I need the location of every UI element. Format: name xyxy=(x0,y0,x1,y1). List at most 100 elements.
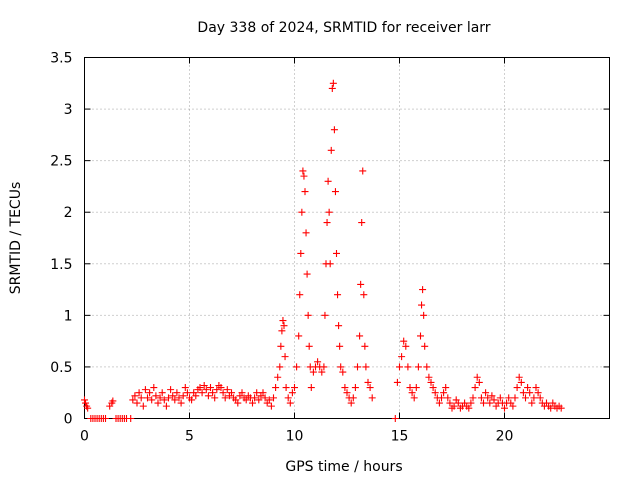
data-point-plus xyxy=(408,389,416,397)
data-point-plus xyxy=(213,386,221,394)
data-point-plus xyxy=(404,363,412,371)
data-point-plus xyxy=(156,394,164,402)
x-tick-label: 15 xyxy=(391,429,409,445)
grid-lines xyxy=(84,57,610,419)
data-point-plus xyxy=(133,399,141,407)
data-point-plus xyxy=(238,389,246,397)
y-axis-label: SRMTID / TECUs xyxy=(8,182,24,295)
data-point-plus xyxy=(181,384,189,392)
data-point-plus xyxy=(337,363,345,371)
data-point-plus xyxy=(228,389,235,397)
data-point-plus xyxy=(253,389,261,397)
data-point-plus xyxy=(249,399,256,407)
data-point-plus xyxy=(82,399,90,407)
data-point-plus xyxy=(261,394,269,402)
data-point-plus xyxy=(331,188,339,196)
data-point-plus xyxy=(391,415,399,422)
data-point-plus xyxy=(81,396,88,404)
data-point-plus xyxy=(320,363,328,371)
data-point-plus xyxy=(477,394,485,402)
data-point-plus xyxy=(334,291,342,299)
data-point-plus xyxy=(509,402,517,410)
data-point-plus xyxy=(427,378,435,386)
data-point-plus xyxy=(522,394,529,402)
data-point-plus xyxy=(167,386,175,394)
y-tick-label: 2.5 xyxy=(50,154,72,170)
data-point-plus xyxy=(501,404,508,412)
data-point-plus xyxy=(343,389,351,397)
data-point-plus xyxy=(314,358,322,366)
data-point-plus xyxy=(528,399,536,407)
data-point-plus xyxy=(357,280,365,288)
data-point-plus xyxy=(440,389,448,397)
x-tick-label: 10 xyxy=(286,429,304,445)
data-point-plus xyxy=(360,291,368,299)
data-point-plus xyxy=(242,396,250,404)
plot-frame xyxy=(84,57,610,419)
data-point-plus xyxy=(131,392,139,400)
data-point-plus xyxy=(519,389,527,397)
data-point-plus xyxy=(160,396,168,404)
data-point-plus xyxy=(361,342,369,350)
data-point-plus xyxy=(532,384,540,392)
data-point-plus xyxy=(183,389,191,397)
data-point-plus xyxy=(295,332,303,340)
data-point-plus xyxy=(484,394,492,402)
data-point-plus xyxy=(152,392,160,400)
data-point-plus xyxy=(323,219,331,227)
data-point-plus xyxy=(279,317,287,325)
data-point-plus xyxy=(425,373,433,381)
data-point-plus xyxy=(298,208,306,216)
data-point-plus xyxy=(265,396,273,404)
data-point-plus xyxy=(356,332,364,340)
data-point-plus xyxy=(251,394,259,402)
data-point-plus xyxy=(179,392,187,400)
data-point-plus xyxy=(255,396,263,404)
data-point-plus xyxy=(471,384,479,392)
data-point-plus xyxy=(473,373,481,381)
data-point-plus xyxy=(400,337,408,345)
data-point-plus xyxy=(139,402,147,410)
data-point-plus xyxy=(137,394,145,402)
data-point-plus xyxy=(496,394,504,402)
data-point-plus xyxy=(442,384,450,392)
data-point-plus xyxy=(129,396,137,404)
data-point-plus xyxy=(475,378,483,386)
data-point-plus xyxy=(359,167,367,175)
data-point-plus xyxy=(557,404,565,412)
data-point-plus xyxy=(480,399,487,407)
data-point-plus xyxy=(341,384,349,392)
data-point-plus xyxy=(288,389,296,397)
data-point-plus xyxy=(307,384,315,392)
data-point-plus xyxy=(419,286,427,294)
data-point-plus xyxy=(417,332,424,340)
data-point-plus xyxy=(333,249,340,257)
axis-ticks: 0 5 10 15 20 0 0.5 1 1.5 2 2.5 3 3.5 xyxy=(50,51,610,445)
data-point-plus xyxy=(364,378,372,386)
data-point-plus xyxy=(293,363,301,371)
data-point-plus xyxy=(486,399,494,407)
data-point-plus xyxy=(267,402,275,410)
y-tick-label: 0.5 xyxy=(50,360,72,376)
data-point-plus xyxy=(175,394,183,402)
data-point-plus xyxy=(300,172,308,180)
data-point-plus xyxy=(398,353,406,361)
data-point-plus xyxy=(299,167,307,175)
data-point-plus xyxy=(217,384,225,392)
data-point-plus xyxy=(272,384,280,392)
data-point-plus xyxy=(362,363,370,371)
data-point-plus xyxy=(325,208,333,216)
data-point-plus xyxy=(454,399,462,407)
data-point-plus xyxy=(162,402,170,410)
data-point-plus xyxy=(406,384,414,392)
data-points xyxy=(81,79,565,422)
data-point-plus xyxy=(530,394,538,402)
data-point-plus xyxy=(490,396,498,404)
data-point-plus xyxy=(144,394,151,402)
data-point-plus xyxy=(402,342,410,350)
data-point-plus xyxy=(281,353,289,361)
data-point-plus xyxy=(339,368,347,376)
data-point-plus xyxy=(482,389,490,397)
data-point-plus xyxy=(196,384,204,392)
data-point-plus xyxy=(423,363,431,371)
